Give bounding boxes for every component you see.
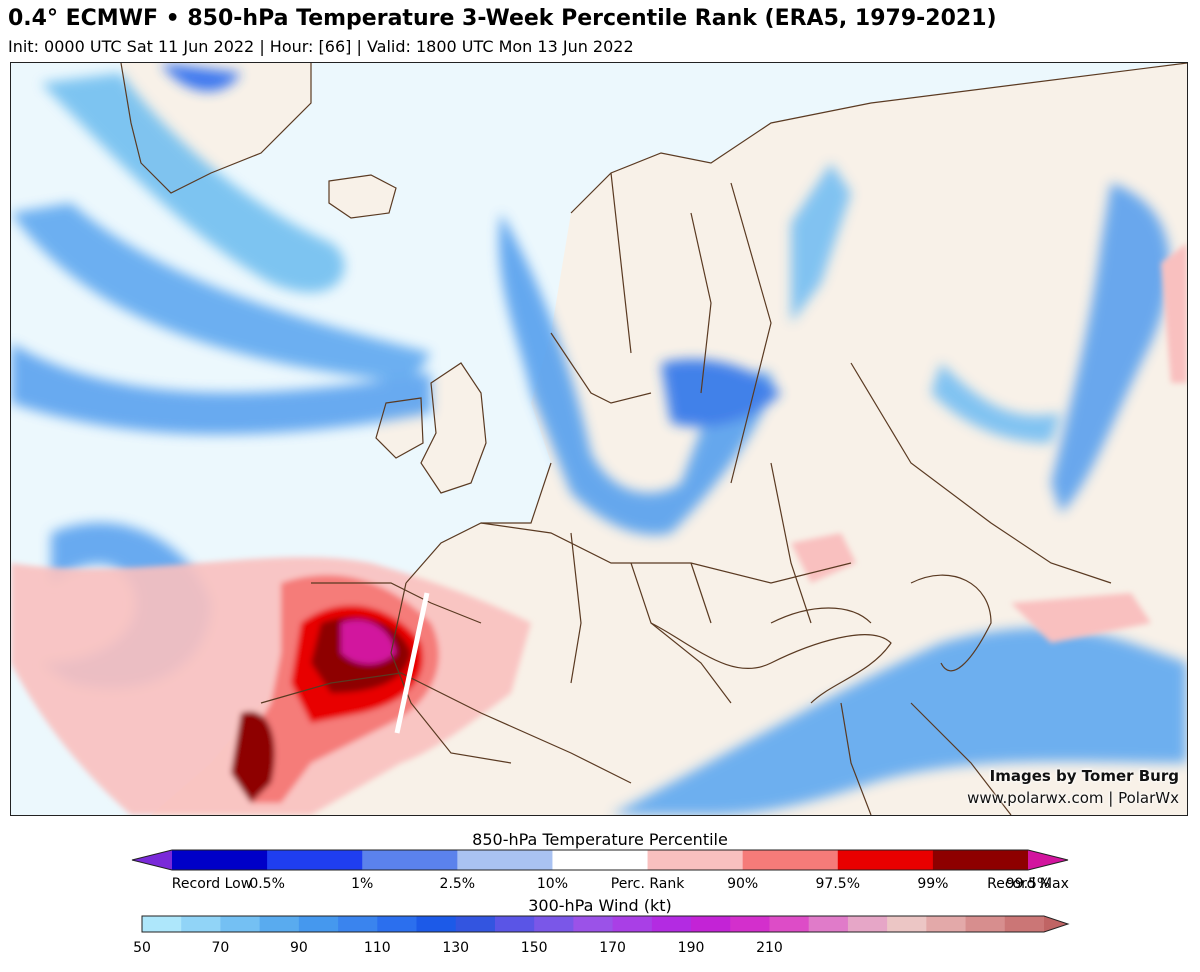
temperature-colorbar-label: 2.5% bbox=[439, 876, 476, 892]
temperature-colorbar-label: 97.5% bbox=[815, 876, 861, 892]
wind-colorbar-swatch bbox=[298, 916, 339, 932]
wind-colorbar-label: 210 bbox=[756, 940, 783, 956]
temperature-colorbar-label: 0.5% bbox=[249, 876, 285, 892]
temperature-colorbar-title: 850-hPa Temperature Percentile bbox=[472, 830, 728, 849]
wind-colorbar-label: 130 bbox=[442, 940, 470, 956]
wind-colorbar-label: 150 bbox=[520, 940, 548, 956]
temperature-colorbar bbox=[131, 849, 1069, 871]
wind-colorbar-swatch bbox=[338, 916, 378, 932]
map-title: 0.4° ECMWF • 850-hPa Temperature 3-Week … bbox=[8, 6, 997, 31]
wind-colorbar-swatch bbox=[534, 916, 574, 932]
temperature-colorbar-label: Perc. Rank bbox=[610, 876, 685, 892]
temperature-colorbar-swatch bbox=[742, 850, 839, 870]
wind-colorbar-swatch bbox=[181, 916, 221, 932]
wind-colorbar-swatch bbox=[573, 916, 614, 932]
wind-colorbar-label: 50 bbox=[133, 940, 151, 956]
temperature-colorbar-swatch bbox=[552, 850, 649, 870]
wind-colorbar-swatch bbox=[220, 916, 261, 932]
wind-colorbar-label: 170 bbox=[599, 940, 626, 956]
wind-colorbar-swatch bbox=[847, 916, 888, 932]
credit-author: Images by Tomer Burg bbox=[989, 767, 1179, 785]
wind-colorbar-swatch bbox=[965, 916, 1006, 932]
wind-colorbar-swatch bbox=[691, 916, 731, 932]
wind-colorbar-swatch bbox=[808, 916, 849, 932]
temperature-colorbar-swatch bbox=[837, 850, 934, 870]
wind-colorbar-label: 70 bbox=[211, 940, 230, 956]
temperature-colorbar-swatch bbox=[362, 850, 458, 870]
temperature-colorbar-label: 10% bbox=[536, 876, 568, 892]
temperature-colorbar-swatch bbox=[932, 850, 1029, 870]
wind-colorbar-swatch bbox=[769, 916, 810, 932]
temperature-colorbar-label: 99% bbox=[917, 876, 949, 892]
wind-colorbar-swatch bbox=[651, 916, 692, 932]
map-graphic bbox=[11, 63, 1187, 815]
wind-colorbar-label: 190 bbox=[677, 940, 705, 956]
temperature-colorbar-swatch bbox=[267, 850, 363, 870]
temperature-colorbar-swatch bbox=[132, 850, 172, 870]
britain-land bbox=[421, 363, 486, 493]
temperature-colorbar-swatch bbox=[457, 850, 553, 870]
wind-colorbar-label: 110 bbox=[363, 940, 391, 956]
temperature-colorbar-label: Record Low bbox=[171, 876, 253, 892]
wind-colorbar-swatch bbox=[612, 916, 653, 932]
warm-anomaly-shading bbox=[11, 243, 1187, 815]
country-borders bbox=[120, 63, 1187, 815]
temperature-colorbar-outline bbox=[131, 849, 1069, 871]
wind-colorbar-swatch bbox=[1044, 916, 1068, 932]
iceland-land bbox=[329, 175, 396, 218]
wind-colorbar-swatch bbox=[926, 916, 967, 932]
temperature-colorbar-label: 90% bbox=[727, 876, 759, 892]
temperature-colorbar-label: 99.5% bbox=[1005, 876, 1051, 892]
wind-colorbar-swatch bbox=[455, 916, 496, 932]
wind-colorbar-label: 90 bbox=[289, 940, 308, 956]
wind-colorbar-title: 300-hPa Wind (kt) bbox=[528, 896, 672, 915]
temperature-colorbar-labels: Record Low 0.5% 1% 2.5% 10% Perc. Rank 90% 97.5… bbox=[0, 876, 1200, 896]
temperature-colorbar-label: 1% bbox=[351, 876, 374, 892]
wind-colorbar-swatch bbox=[887, 916, 927, 932]
wind-colorbar-outline bbox=[141, 915, 1070, 933]
temperature-colorbar-swatch bbox=[1028, 850, 1068, 870]
map-subtitle: Init: 0000 UTC Sat 11 Jun 2022 | Hour: [… bbox=[8, 37, 634, 56]
wind-colorbar-swatch bbox=[259, 916, 300, 932]
wind-colorbar-swatch bbox=[377, 916, 418, 932]
weather-map: Images by Tomer Burg www.polarwx.com | P… bbox=[10, 62, 1188, 816]
wind-colorbar-swatch bbox=[1004, 916, 1045, 932]
cold-anomaly-shading bbox=[11, 63, 1187, 815]
temperature-colorbar-label: Record Max bbox=[987, 876, 1069, 892]
wind-colorbar-swatch bbox=[730, 916, 770, 932]
plot-artifact-line bbox=[394, 592, 430, 734]
wind-colorbar bbox=[141, 915, 1070, 933]
europe-land bbox=[391, 63, 1187, 815]
wind-colorbar-swatch bbox=[494, 916, 535, 932]
wind-colorbar-swatch bbox=[416, 916, 457, 932]
wind-colorbar-swatch bbox=[142, 916, 182, 932]
temperature-colorbar-swatch bbox=[647, 850, 744, 870]
credit-website: www.polarwx.com | PolarWx bbox=[967, 789, 1179, 807]
wind-colorbar-labels: 50 70 90 110 130 150 170 190 210 bbox=[0, 940, 1200, 960]
temperature-colorbar-swatch bbox=[172, 850, 268, 870]
